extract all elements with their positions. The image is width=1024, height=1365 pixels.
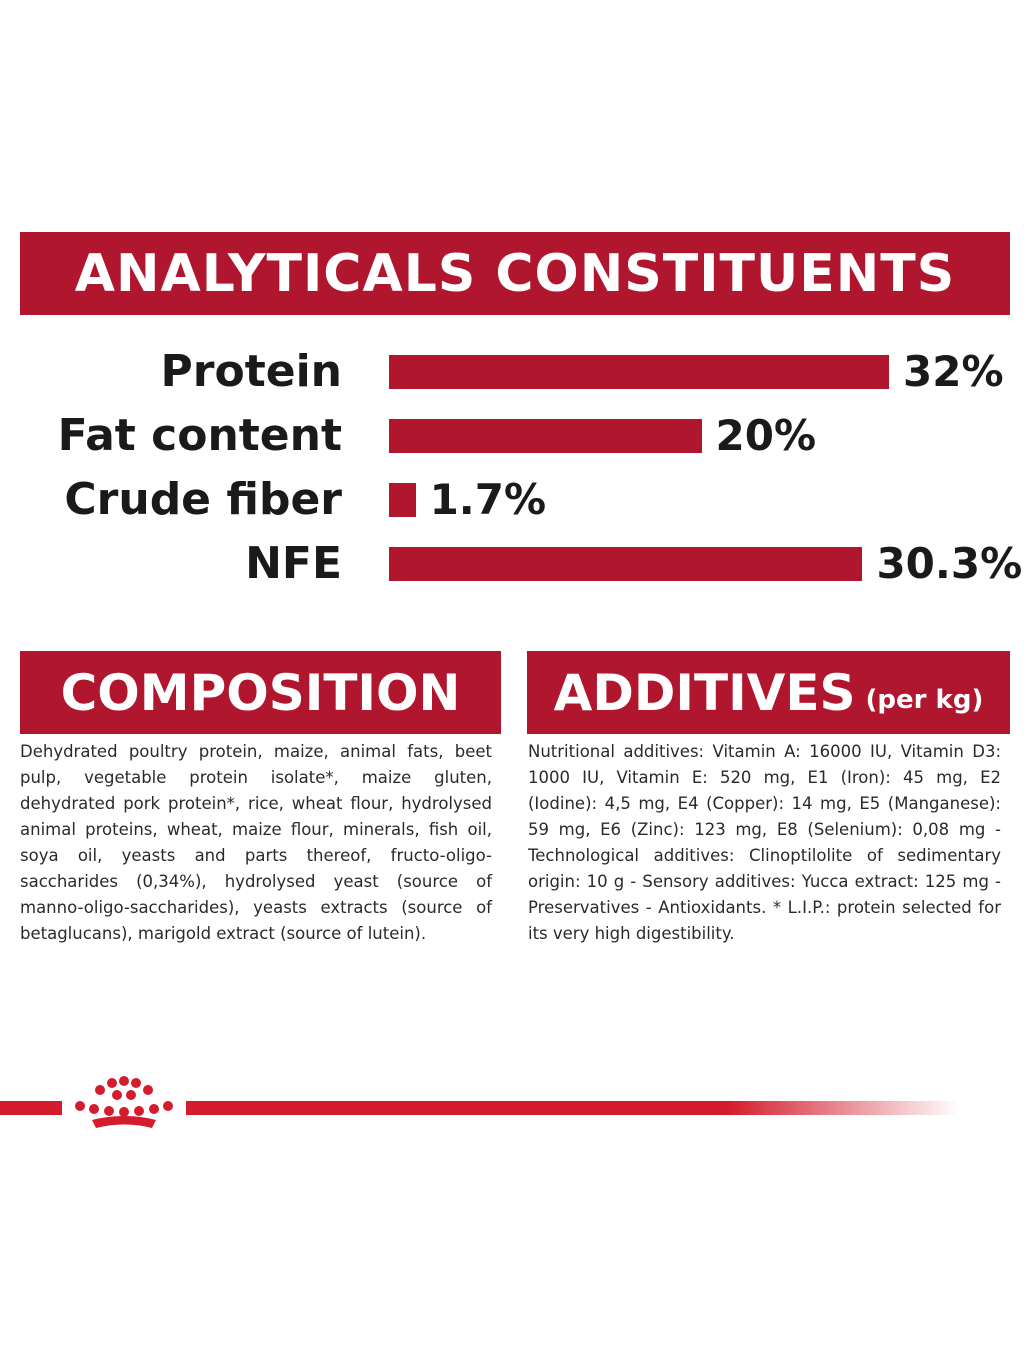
analytics-title: ANALYTICALS CONSTITUENTS bbox=[74, 243, 956, 304]
additives-title: ADDITIVES bbox=[553, 663, 856, 722]
row-label: NFE bbox=[245, 538, 342, 589]
row-bar bbox=[389, 483, 416, 517]
additives-text: Nutritional additives: Vitamin A: 16000 … bbox=[528, 742, 1001, 943]
row-bar bbox=[389, 547, 863, 581]
row-value: 32% bbox=[903, 347, 1004, 396]
footer-line-right bbox=[186, 1101, 960, 1115]
additives-title-banner: ADDITIVES (per kg) bbox=[527, 651, 1010, 734]
row-value: 30.3% bbox=[876, 539, 1023, 588]
composition-text: Dehydrated poultry protein, maize, anima… bbox=[20, 742, 492, 943]
analytics-row-fat-content: Fat content 20% bbox=[0, 411, 1024, 461]
row-value: 20% bbox=[715, 411, 817, 460]
analytics-title-banner: ANALYTICALS CONSTITUENTS bbox=[20, 232, 1010, 315]
crown-icon bbox=[75, 1076, 173, 1128]
footer-line-left bbox=[0, 1101, 62, 1115]
row-label: Crude fiber bbox=[64, 474, 342, 525]
additives-title-suffix: (per kg) bbox=[865, 684, 984, 715]
row-value: 1.7% bbox=[429, 475, 547, 524]
row-bar bbox=[389, 419, 702, 453]
analytics-row-nfe: NFE 30.3% bbox=[0, 539, 1024, 589]
analytics-row-protein: Protein 32% bbox=[0, 347, 1024, 397]
analytics-row-crude-fiber: Crude fiber 1.7% bbox=[0, 475, 1024, 525]
composition-title: COMPOSITION bbox=[60, 663, 461, 722]
row-label: Protein bbox=[160, 346, 342, 397]
row-bar bbox=[389, 355, 889, 389]
composition-title-banner: COMPOSITION bbox=[20, 651, 501, 734]
row-label: Fat content bbox=[57, 410, 342, 461]
